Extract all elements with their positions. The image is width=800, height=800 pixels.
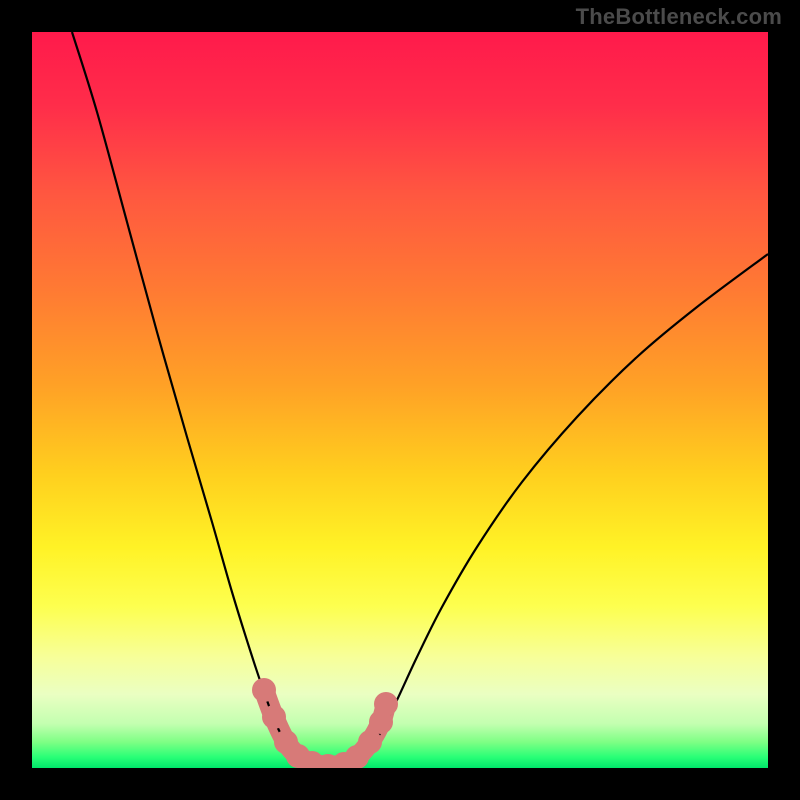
right-curve bbox=[328, 254, 768, 767]
data-marker bbox=[374, 692, 398, 716]
left-curve bbox=[72, 32, 328, 767]
data-marker bbox=[262, 705, 286, 729]
data-marker bbox=[252, 678, 276, 702]
curve-layer bbox=[32, 32, 768, 768]
plot-area bbox=[32, 32, 768, 768]
chart-frame: TheBottleneck.com bbox=[0, 0, 800, 800]
watermark-label: TheBottleneck.com bbox=[576, 4, 782, 30]
